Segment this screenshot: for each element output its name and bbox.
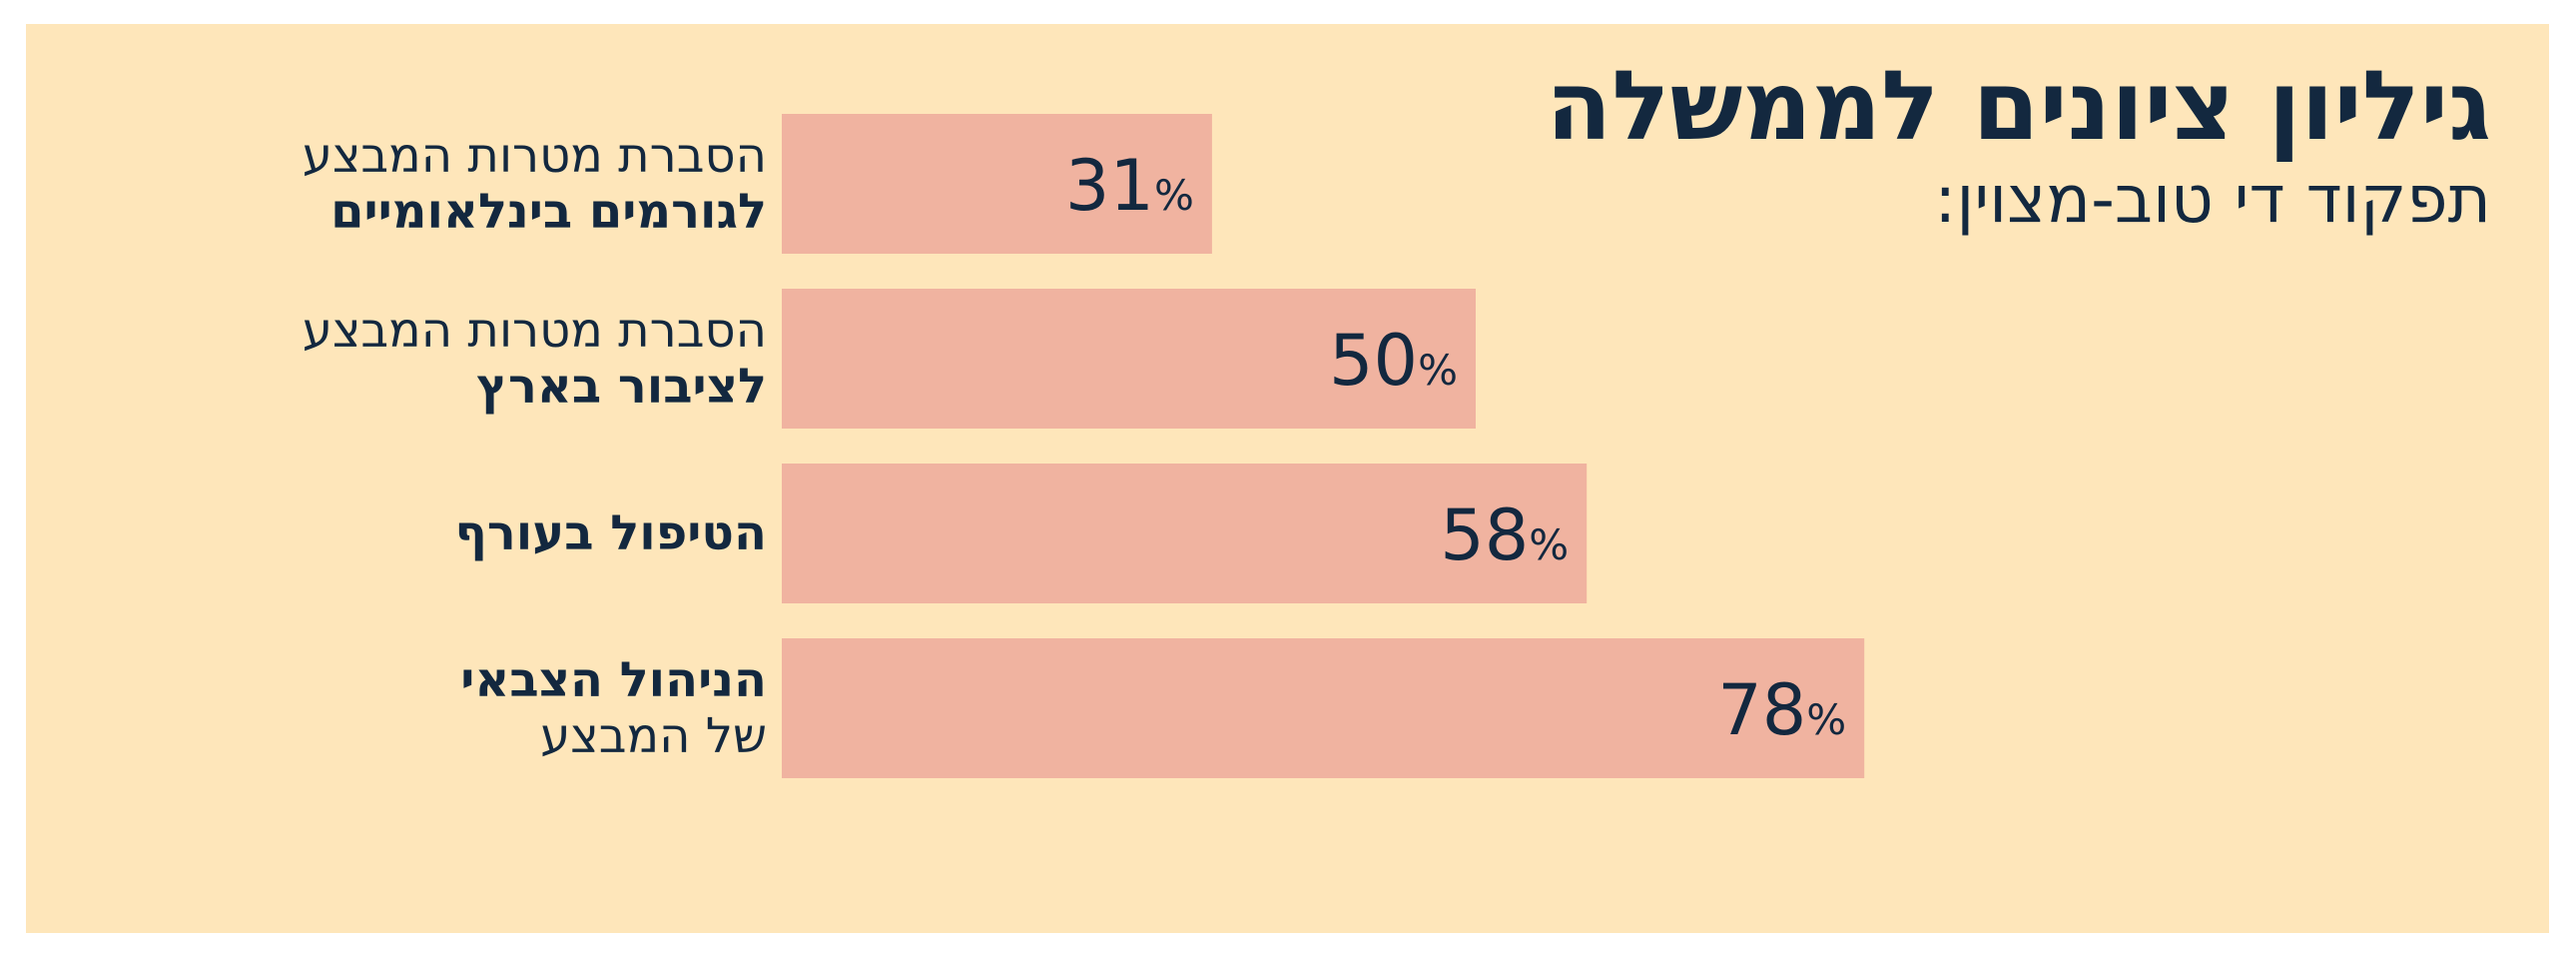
category-label-2: הסברת מטרות המבצע לציבור בארץ	[168, 303, 767, 415]
data-label-suffix: %	[1806, 695, 1846, 744]
category-label-3: הטיפול בעורף	[168, 505, 767, 561]
category-label-line: הסברת מטרות המבצע	[302, 128, 767, 184]
category-label-line: הסברת מטרות המבצע	[302, 303, 767, 359]
data-label-1: 31%	[1065, 145, 1194, 227]
category-label-line: לציבור בארץ	[476, 359, 767, 415]
data-label-value: 50	[1329, 320, 1418, 402]
data-label-3: 58%	[1440, 494, 1569, 576]
data-label-value: 31	[1065, 145, 1154, 227]
data-label-suffix: %	[1529, 520, 1569, 569]
bar-3	[782, 464, 1588, 603]
data-label-value: 78	[1717, 669, 1806, 751]
data-label-value: 58	[1440, 494, 1529, 576]
bar-4	[782, 638, 1865, 778]
chart-subtitle: תפקוד די טוב-מצוין:	[1934, 161, 2491, 238]
bar-2	[782, 289, 1476, 429]
data-label-4: 78%	[1717, 669, 1846, 751]
data-label-suffix: %	[1154, 171, 1194, 220]
bar-chart: 31%50%58%78%	[782, 114, 1865, 778]
category-label-line: הטיפול בעורף	[454, 505, 767, 561]
category-label-line: לגורמים בינלאומיים	[330, 184, 767, 240]
category-label-line: הניהול הצבאי	[460, 652, 767, 708]
category-label-1: הסברת מטרות המבצע לגורמים בינלאומיים	[168, 128, 767, 240]
data-label-2: 50%	[1329, 320, 1458, 402]
bar-1	[782, 114, 1212, 254]
chart-panel: גיליון ציונים לממשלה תפקוד די טוב-מצוין:…	[26, 24, 2549, 933]
category-label-line: של המבצע	[540, 708, 767, 764]
chart-title: גיליון ציונים לממשלה	[1546, 50, 2491, 162]
data-label-suffix: %	[1418, 346, 1458, 395]
category-label-4: הניהול הצבאי של המבצע	[168, 652, 767, 764]
